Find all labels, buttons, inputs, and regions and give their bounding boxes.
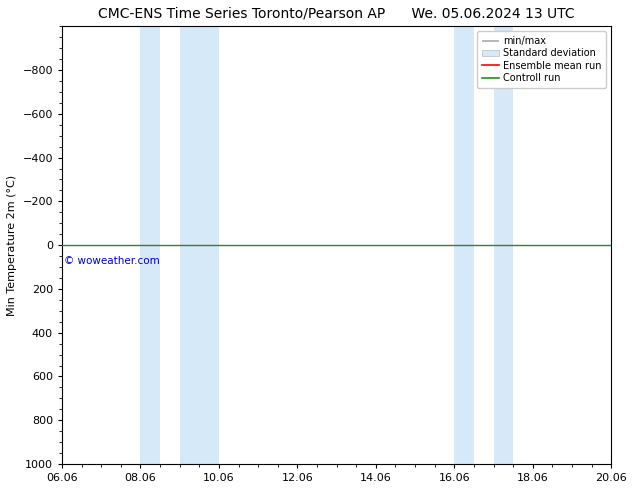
Text: © woweather.com: © woweather.com — [63, 256, 159, 266]
Title: CMC-ENS Time Series Toronto/Pearson AP      We. 05.06.2024 13 UTC: CMC-ENS Time Series Toronto/Pearson AP W… — [98, 7, 575, 21]
Y-axis label: Min Temperature 2m (°C): Min Temperature 2m (°C) — [7, 174, 17, 316]
Bar — [493, 26, 513, 464]
Legend: min/max, Standard deviation, Ensemble mean run, Controll run: min/max, Standard deviation, Ensemble me… — [477, 31, 606, 88]
Bar — [179, 26, 219, 464]
Bar — [455, 26, 474, 464]
Bar — [141, 26, 160, 464]
